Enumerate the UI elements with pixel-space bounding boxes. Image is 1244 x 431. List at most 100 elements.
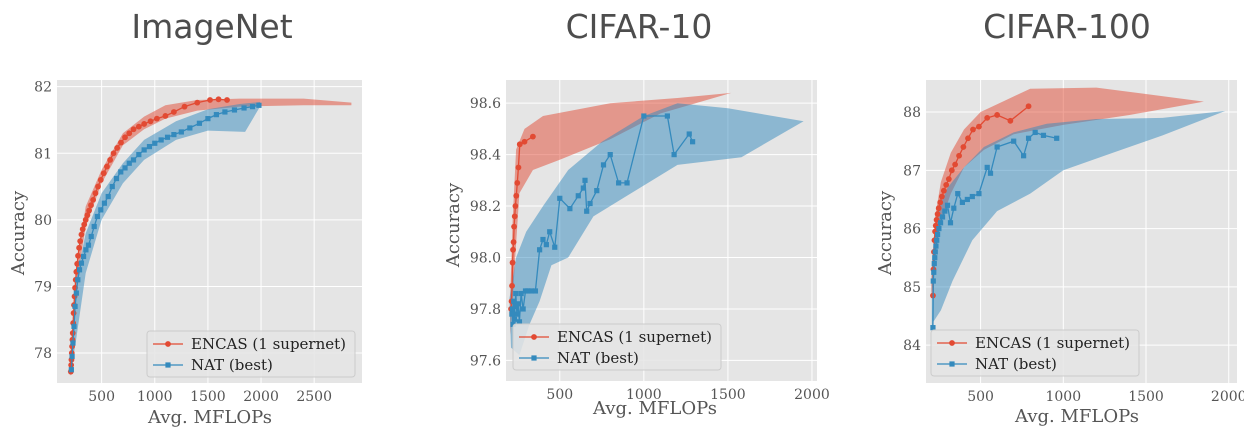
encas-data-point bbox=[118, 139, 124, 146]
nat-data-point bbox=[141, 147, 147, 153]
legend-nat-marker bbox=[531, 355, 537, 361]
nat-data-point bbox=[509, 311, 515, 317]
nat-data-point bbox=[83, 247, 89, 253]
encas-data-point bbox=[90, 196, 97, 203]
encas-data-point bbox=[510, 239, 517, 245]
encas-data-point bbox=[69, 330, 76, 336]
nat-data-point bbox=[686, 131, 692, 137]
nat-data-point bbox=[249, 104, 256, 110]
nat-confidence-band bbox=[70, 102, 260, 377]
nat-data-point bbox=[196, 120, 203, 126]
nat-data-point bbox=[557, 195, 563, 201]
panel-imagenet: 500 1000 1500 2000 2500 78 79 80 81 82 ENCAS (1 su… bbox=[8, 7, 362, 428]
nat-data-point bbox=[70, 340, 76, 346]
y-tick-label: 78 bbox=[34, 346, 52, 362]
nat-data-point bbox=[937, 220, 944, 226]
encas-data-point bbox=[515, 164, 522, 171]
encas-data-point bbox=[960, 144, 967, 150]
encas-data-point bbox=[170, 109, 177, 115]
series-layer bbox=[930, 87, 1226, 331]
y-tick-label: 86 bbox=[903, 222, 921, 238]
nat-data-point bbox=[543, 242, 549, 248]
encas-data-point bbox=[1007, 117, 1014, 124]
encas-data-point bbox=[516, 141, 523, 148]
nat-data-point bbox=[105, 193, 111, 200]
x-tick-label: 2000 bbox=[243, 389, 279, 405]
nat-data-point bbox=[939, 214, 946, 220]
encas-confidence-band bbox=[510, 92, 732, 335]
encas-data-point bbox=[965, 135, 971, 142]
encas-data-point bbox=[511, 213, 518, 220]
encas-data-point bbox=[114, 145, 121, 151]
series-layer bbox=[67, 96, 352, 377]
legend-frame bbox=[146, 330, 356, 378]
nat-data-point bbox=[951, 205, 957, 211]
y-axis-label: Accuracy bbox=[443, 182, 464, 268]
nat-data-point bbox=[512, 303, 518, 309]
encas-data-point bbox=[529, 133, 536, 140]
encas-data-point bbox=[514, 180, 521, 186]
encas-data-point bbox=[521, 138, 528, 145]
y-tick-label: 85 bbox=[903, 280, 921, 296]
encas-data-point bbox=[122, 134, 128, 141]
y-tick-label: 97.8 bbox=[470, 302, 501, 318]
legend: ENCAS (1 supernet) NAT (best) bbox=[930, 329, 1140, 377]
y-tick-label: 98.2 bbox=[470, 199, 501, 215]
x-axis-label: Avg. MFLOPs bbox=[592, 398, 717, 419]
encas-data-point bbox=[181, 103, 188, 110]
nat-data-point bbox=[930, 278, 936, 284]
nat-data-point bbox=[72, 303, 78, 310]
nat-data-point bbox=[525, 288, 531, 294]
encas-data-point bbox=[215, 96, 222, 103]
legend-encas-label: ENCAS (1 supernet) bbox=[975, 334, 1130, 352]
encas-data-point bbox=[97, 176, 104, 183]
encas-data-point bbox=[107, 157, 114, 163]
nat-data-point bbox=[547, 229, 553, 235]
encas-data-point bbox=[994, 112, 1001, 118]
encas-data-point bbox=[82, 216, 89, 223]
encas-data-point bbox=[512, 203, 519, 209]
nat-data-point bbox=[241, 105, 247, 111]
nat-data-point bbox=[616, 180, 622, 186]
legend-encas-label: ENCAS (1 supernet) bbox=[557, 328, 712, 346]
nat-data-point bbox=[73, 290, 79, 296]
nat-data-point bbox=[540, 236, 546, 243]
encas-data-point bbox=[194, 99, 201, 106]
x-tick-label: 1500 bbox=[190, 389, 226, 405]
nat-data-point bbox=[222, 109, 228, 115]
nat-data-point bbox=[664, 113, 670, 119]
encas-data-point bbox=[95, 183, 101, 190]
nat-data-point bbox=[641, 113, 647, 119]
chart-title: CIFAR-10 bbox=[566, 7, 713, 46]
nat-data-point bbox=[600, 162, 607, 168]
encas-data-point bbox=[104, 163, 110, 170]
nat-data-point bbox=[932, 255, 938, 261]
x-tick-label: 1500 bbox=[710, 387, 746, 403]
encas-data-point bbox=[79, 226, 86, 233]
nat-data-point bbox=[178, 129, 184, 135]
nat-data-point bbox=[171, 132, 177, 138]
nat-data-point bbox=[213, 112, 220, 118]
encas-data-point bbox=[970, 126, 976, 133]
nat-confidence-band bbox=[509, 103, 804, 356]
nat-data-point bbox=[607, 152, 613, 158]
nat-data-point bbox=[671, 152, 677, 158]
chart-title: CIFAR-100 bbox=[983, 7, 1151, 46]
encas-data-point bbox=[510, 246, 516, 253]
y-tick-label: 98.6 bbox=[470, 96, 501, 112]
nat-data-point bbox=[532, 288, 539, 294]
nat-data-point bbox=[511, 316, 518, 322]
legend-nat-marker bbox=[949, 361, 955, 367]
y-axis-label: Accuracy bbox=[875, 190, 896, 276]
nat-data-point bbox=[1054, 135, 1060, 141]
nat-data-point bbox=[516, 319, 523, 325]
nat-data-point bbox=[690, 139, 696, 145]
nat-data-point bbox=[1011, 138, 1017, 144]
x-axis-label: Avg. MFLOPs bbox=[1014, 406, 1139, 427]
encas-data-point bbox=[135, 123, 142, 130]
encas-data-point bbox=[126, 130, 133, 137]
plot-area: 500 1000 1500 2000 97.6 97.8 98.0 98.2 98.4 98.6 E… bbox=[470, 80, 830, 403]
nat-data-point bbox=[126, 160, 132, 166]
encas-data-point bbox=[943, 181, 950, 188]
